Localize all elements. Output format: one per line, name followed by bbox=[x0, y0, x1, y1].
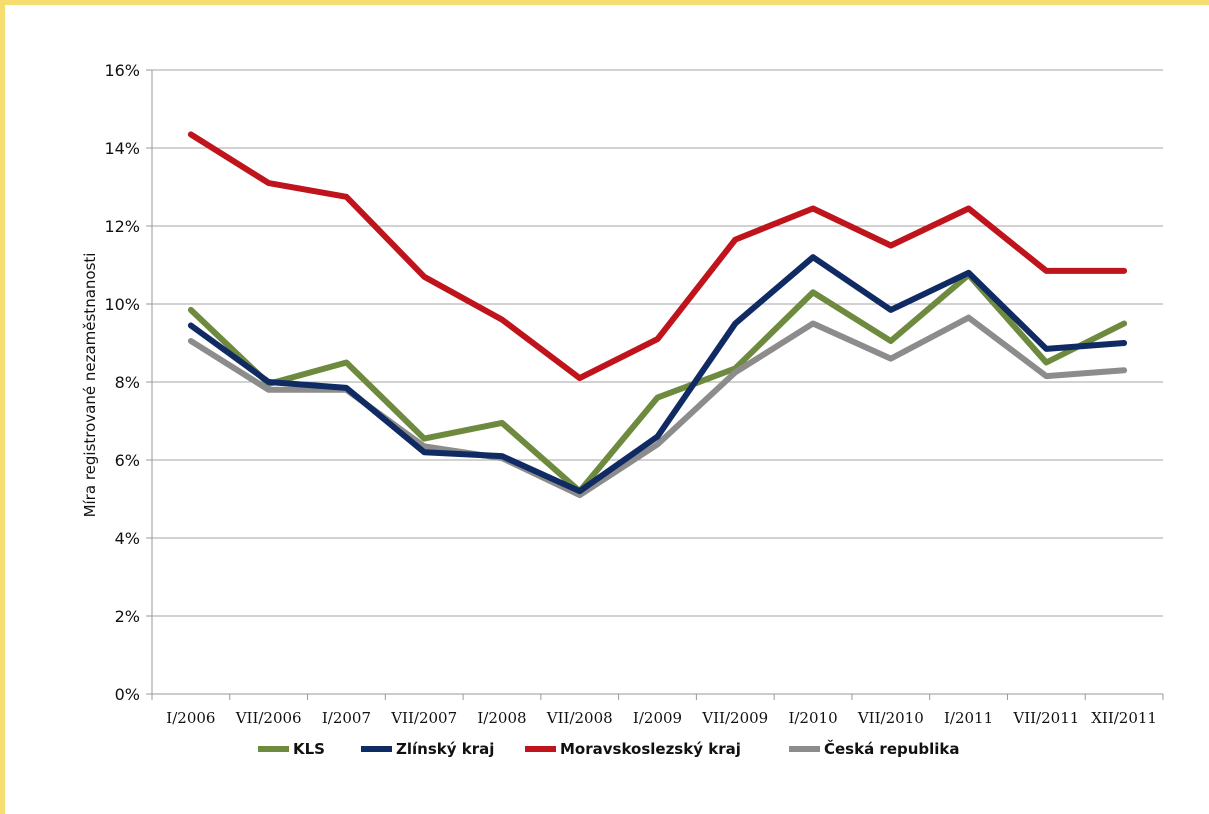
legend: KLS Zlínský kraj Moravskoslezský kraj Česká… bbox=[258, 739, 960, 758]
x-tick-label: VII/2011 bbox=[1012, 709, 1079, 727]
x-tick-label: I/2007 bbox=[322, 709, 371, 727]
gridlines bbox=[152, 69, 1163, 695]
x-tick-label: I/2006 bbox=[166, 709, 215, 727]
y-tick-label: 14% bbox=[104, 139, 140, 158]
x-tick-label: VII/2009 bbox=[701, 709, 768, 727]
x-tick-label: VII/2010 bbox=[857, 709, 924, 727]
y-axis: 0% 2% 4% 6% 8% 10% 12% 14% 16% bbox=[104, 61, 153, 704]
y-tick-label: 10% bbox=[104, 295, 140, 314]
legend-label: KLS bbox=[293, 740, 325, 758]
x-tick-label: I/2009 bbox=[633, 709, 682, 727]
x-tick-label: VII/2007 bbox=[390, 709, 457, 727]
series-lines bbox=[187, 131, 1128, 499]
line-chart: 0%2%4%6%8%10%12%14%16% I/2006 VII/2006 I/2… bbox=[81, 61, 1164, 758]
series-line-0 bbox=[187, 271, 1128, 495]
y-tick-label: 8% bbox=[115, 373, 140, 392]
y-tick-label: 16% bbox=[104, 61, 140, 80]
x-tick-label: I/2011 bbox=[944, 709, 993, 727]
legend-item: Zlínský kraj bbox=[361, 740, 494, 758]
series-line-1 bbox=[187, 254, 1128, 495]
x-tick-label: VII/2006 bbox=[235, 709, 302, 727]
y-tick-label: 6% bbox=[115, 451, 140, 470]
legend-item: KLS bbox=[258, 740, 325, 758]
legend-label: Zlínský kraj bbox=[396, 740, 494, 758]
y-axis-label: Míra registrované nezaměstnanosti bbox=[81, 253, 99, 518]
legend-label: Česká republika bbox=[824, 739, 960, 758]
x-axis: I/2006 VII/2006 I/2007 VII/2007 I/2008 VII/20… bbox=[151, 694, 1164, 727]
legend-item: Česká republika bbox=[789, 739, 960, 758]
y-tick-label: 12% bbox=[104, 217, 140, 236]
legend-label: Moravskoslezský kraj bbox=[560, 740, 741, 758]
legend-item: Moravskoslezský kraj bbox=[525, 740, 741, 758]
x-tick-label: VII/2008 bbox=[546, 709, 613, 727]
y-tick-label: 4% bbox=[115, 529, 140, 548]
x-tick-label: I/2008 bbox=[477, 709, 526, 727]
y-tick-label: 0% bbox=[115, 685, 140, 704]
x-tick-label: I/2010 bbox=[788, 709, 837, 727]
x-tick-label: XII/2011 bbox=[1091, 709, 1157, 727]
series-line-2 bbox=[187, 131, 1128, 382]
y-tick-label: 2% bbox=[115, 607, 140, 626]
series-line-3 bbox=[187, 314, 1128, 499]
